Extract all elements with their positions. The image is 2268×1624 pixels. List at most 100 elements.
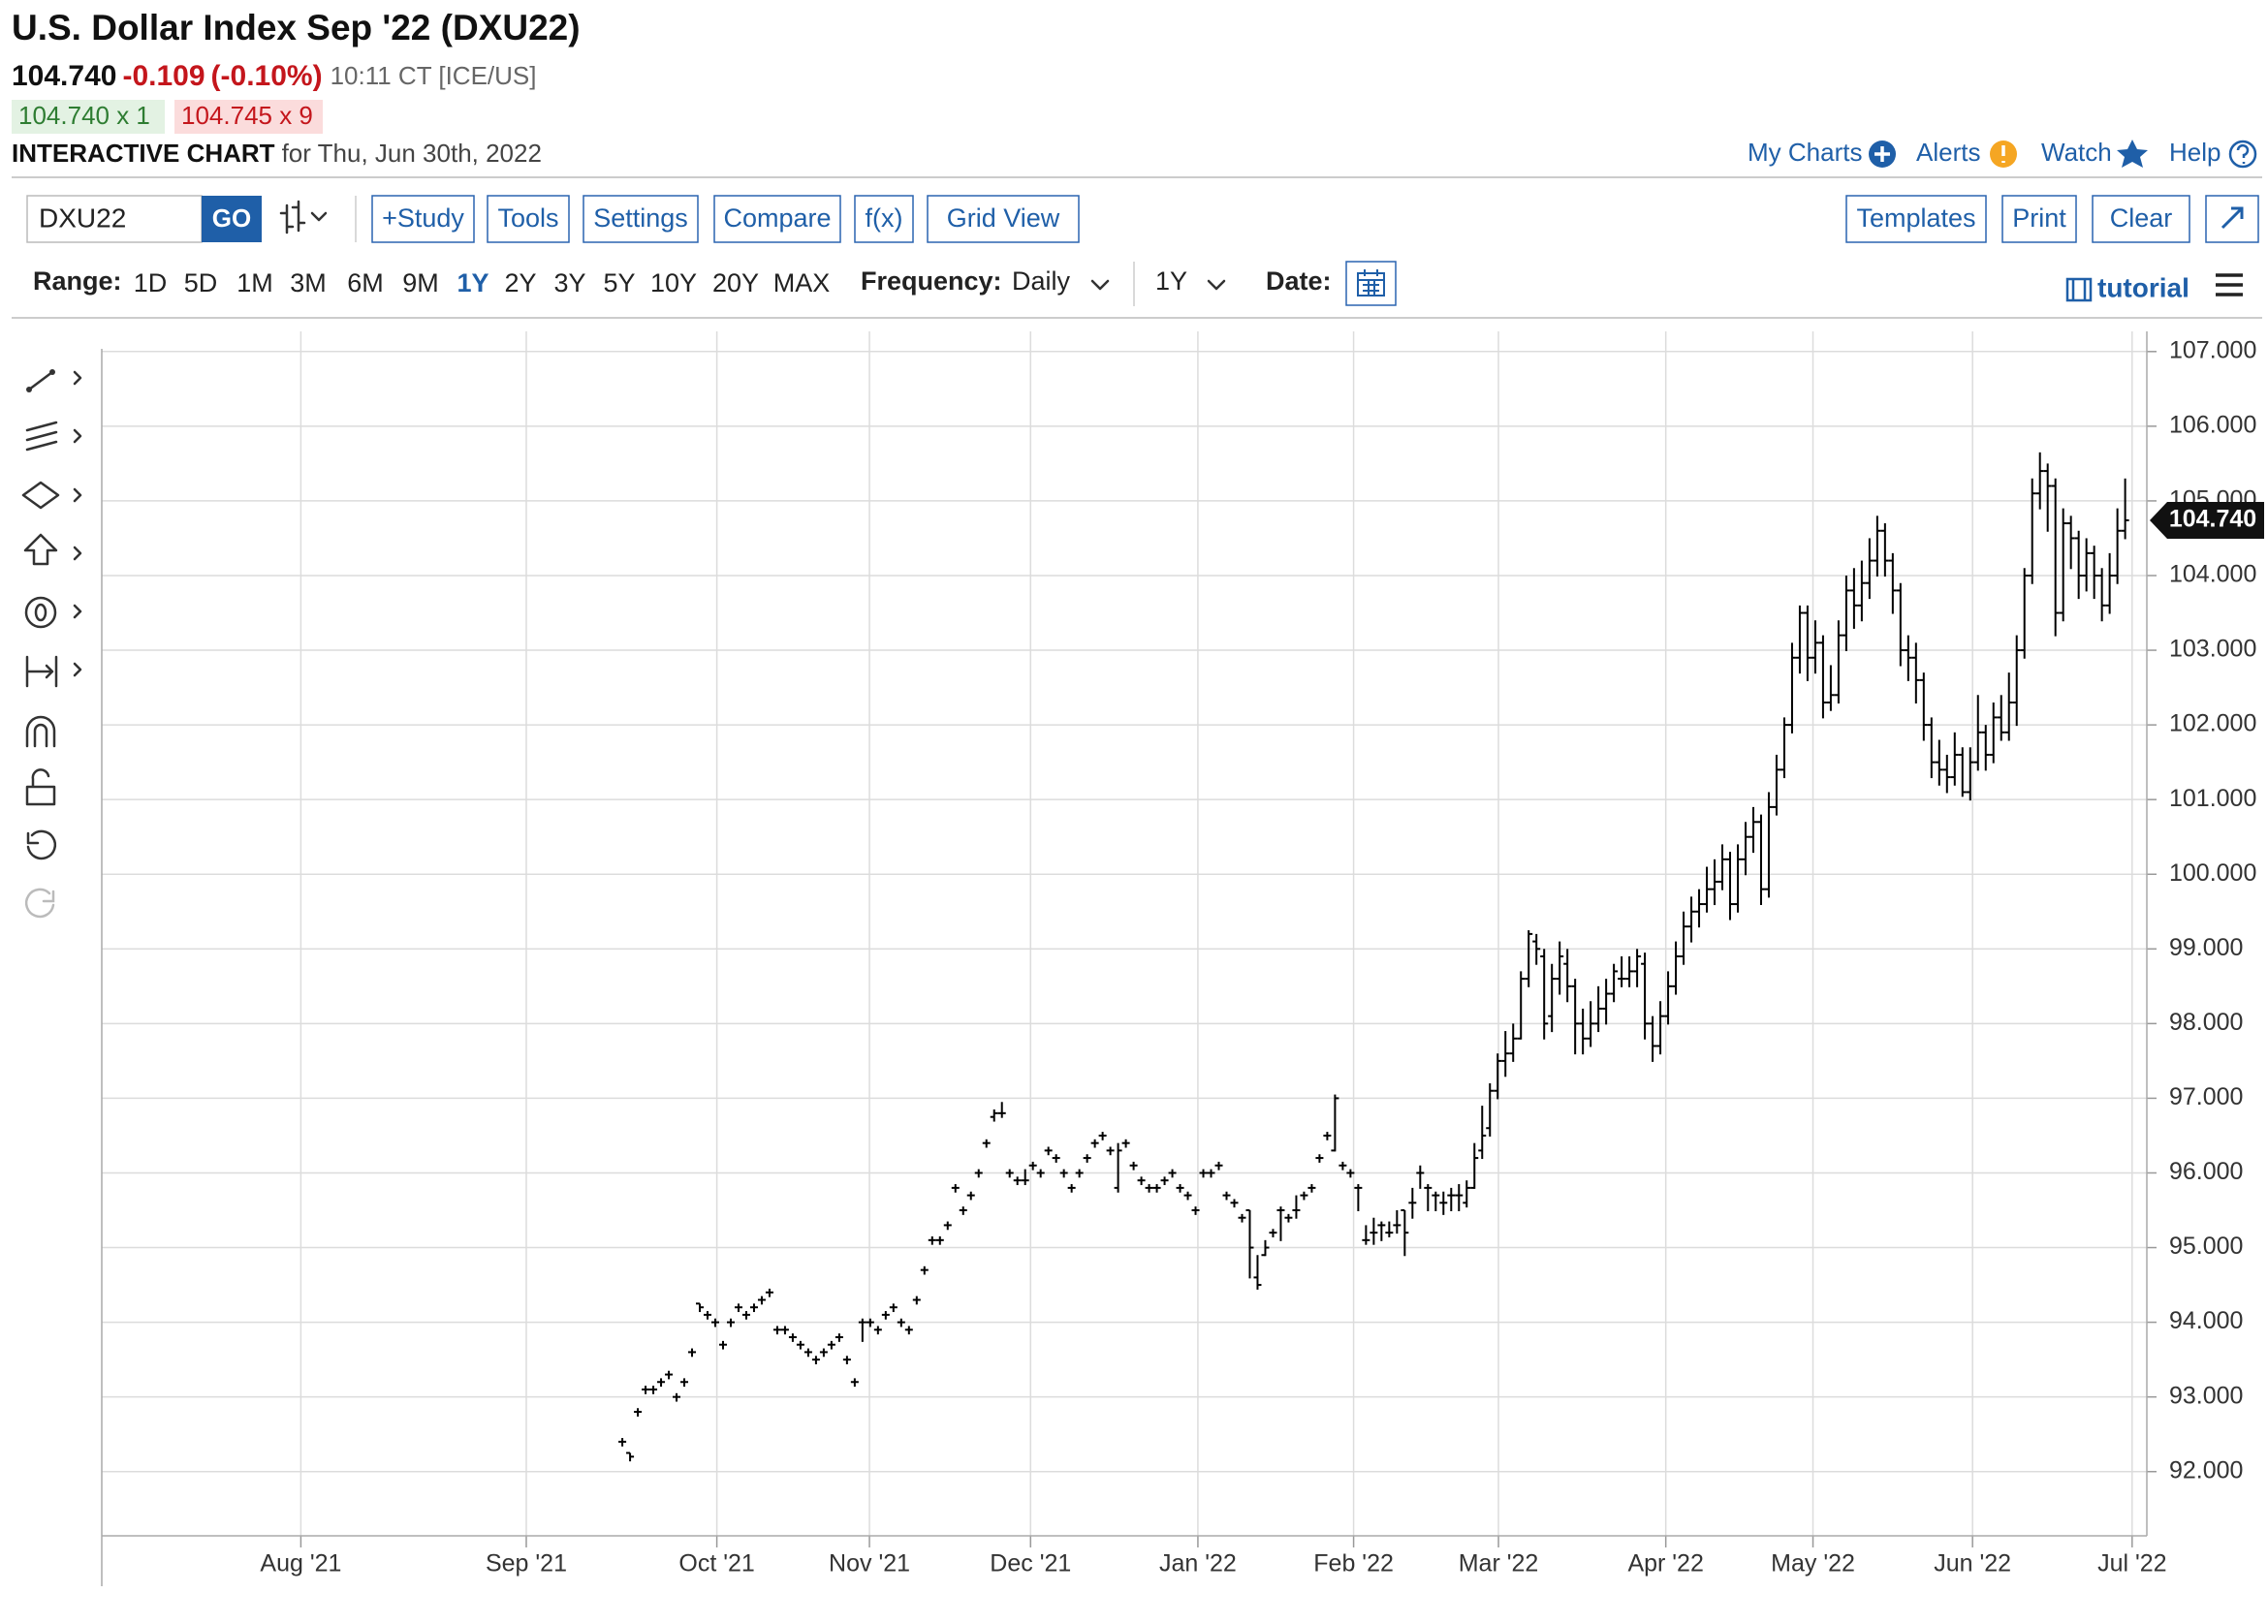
y-tick-label: 92.000 — [2169, 1456, 2243, 1483]
expand-button[interactable] — [2205, 195, 2259, 243]
range-option[interactable]: 3M — [290, 268, 327, 297]
toolbar-button[interactable]: Tools — [487, 195, 570, 243]
range-option[interactable]: 2Y — [504, 268, 536, 297]
range-option[interactable]: 10Y — [650, 268, 697, 297]
header-link[interactable]: Alerts — [1916, 138, 2017, 168]
toolbar-button[interactable]: Grid View — [927, 195, 1080, 243]
button-label: Grid View — [947, 203, 1060, 233]
button-box — [927, 195, 1080, 243]
tool-redo[interactable] — [24, 888, 55, 919]
button-box — [583, 195, 699, 243]
header-link[interactable]: Watch — [2041, 138, 2148, 168]
period-select[interactable]: 1Y — [1155, 266, 1226, 296]
tool-lock[interactable] — [25, 768, 56, 806]
tool-shape[interactable] — [21, 481, 82, 510]
range-option[interactable]: 6M — [347, 268, 384, 297]
toolbar-button[interactable]: Clear — [2092, 195, 2190, 243]
quote-title: U.S. Dollar Index Sep '22 (DXU22) — [12, 8, 581, 47]
y-tick-label: 95.000 — [2169, 1233, 2243, 1260]
toolbar-button[interactable]: f(x) — [854, 195, 914, 243]
x-tick-label: Mar '22 — [1459, 1550, 1539, 1577]
quote-line: 104.740 -0.109 (-0.10%) 10:11 CT [ICE/US] — [12, 60, 536, 92]
chart-label: INTERACTIVE CHART — [12, 139, 275, 168]
x-tick-label: Aug '21 — [260, 1550, 341, 1577]
header-link-label: Watch — [2041, 138, 2112, 167]
range-option[interactable]: MAX — [773, 268, 831, 297]
header-link-label: Alerts — [1916, 138, 1980, 167]
price-change-percent: (-0.10%) — [211, 60, 323, 92]
button-box — [487, 195, 570, 243]
tool-fib[interactable] — [25, 421, 82, 452]
y-tick-label: 94.000 — [2169, 1307, 2243, 1334]
go-button[interactable] — [202, 196, 262, 242]
y-tick-label: 99.000 — [2169, 934, 2243, 961]
date-picker[interactable] — [1345, 261, 1397, 306]
y-tick-label: 96.000 — [2169, 1158, 2243, 1185]
toolbar-button[interactable]: Settings — [583, 195, 699, 243]
date-label: Date: — [1266, 266, 1332, 296]
x-tick-label: May '22 — [1771, 1550, 1855, 1577]
range-option[interactable]: 9M — [402, 268, 439, 297]
y-tick-label: 102.000 — [2169, 710, 2256, 737]
range-option[interactable]: 1M — [236, 268, 273, 297]
range-option[interactable]: 3Y — [553, 268, 585, 297]
tutorial-link[interactable]: tutorial — [2065, 272, 2189, 302]
header-link[interactable]: Help — [2169, 138, 2257, 169]
tool-arrow[interactable] — [23, 533, 82, 566]
symbol-text: DXU22 — [39, 203, 126, 233]
button-label: Templates — [1856, 203, 1975, 233]
button-box — [371, 195, 475, 243]
menu-button[interactable] — [2216, 273, 2243, 297]
x-tick-label: Sep '21 — [486, 1550, 567, 1577]
header-link[interactable]: My Charts — [1748, 138, 1896, 168]
ask: 104.745 x 9 — [181, 101, 313, 130]
button-box — [2092, 195, 2190, 243]
x-tick-label: Feb '22 — [1313, 1550, 1394, 1577]
tool-annotation[interactable] — [24, 596, 82, 629]
price-chart: 92.000 93.000 94.000 95.000 96.000 97.000 98.0… — [101, 331, 2264, 1586]
range-option[interactable]: 20Y — [712, 268, 759, 297]
film-icon — [2065, 277, 2093, 302]
period-value: 1Y — [1155, 266, 1187, 296]
range-options: 1D 5D 1M 3M 6M 9M 1Y 2Y 3Y 5Y 10Y 20Y MAX — [134, 268, 831, 297]
x-tick-label: Jun '22 — [1934, 1550, 2011, 1577]
link-icon — [2117, 140, 2148, 168]
ask-box — [174, 100, 323, 134]
button-label: +Study — [382, 203, 464, 233]
button-box — [2001, 195, 2077, 243]
toolbar-button[interactable]: Templates — [1845, 195, 1987, 243]
x-tick-label: Jan '22 — [1159, 1550, 1237, 1577]
toolbar-button[interactable]: Print — [2001, 195, 2077, 243]
toolbar-button[interactable]: +Study — [371, 195, 475, 243]
range-option[interactable]: 1D — [134, 268, 168, 297]
link-icon — [2228, 140, 2257, 169]
y-tick-label: 101.000 — [2169, 785, 2256, 812]
toolbar-button[interactable]: Compare — [713, 195, 841, 243]
frequency-label: Frequency: — [861, 266, 1002, 296]
tool-line[interactable] — [26, 369, 82, 392]
range-option[interactable]: 5D — [184, 268, 218, 297]
last-price-label: 104.740 — [2169, 506, 2256, 533]
y-tick-label: 93.000 — [2169, 1382, 2243, 1409]
tool-undo[interactable] — [26, 829, 57, 860]
y-tick-label: 98.000 — [2169, 1009, 2243, 1036]
go-label: GO — [212, 203, 251, 233]
frequency-select[interactable]: Daily — [1012, 266, 1110, 296]
bid: 104.740 x 1 — [18, 101, 150, 130]
last-price: 104.740 — [12, 60, 116, 92]
range-option[interactable]: 5Y — [603, 268, 635, 297]
header-link-label: Help — [2169, 138, 2221, 167]
range-option[interactable]: 1Y — [457, 268, 488, 297]
y-tick-label: 107.000 — [2169, 336, 2256, 363]
symbol-input[interactable] — [26, 195, 203, 243]
button-label: Print — [2012, 203, 2066, 233]
chart-type-icon — [279, 200, 328, 234]
toolbar-buttons: +Study Tools Settings Compare f(x) Grid View T… — [371, 195, 2190, 243]
chart-heading: INTERACTIVE CHART for Thu, Jun 30th, 2022 — [12, 139, 542, 168]
button-label: Tools — [497, 203, 558, 233]
tool-magnet[interactable] — [25, 715, 56, 748]
tool-measure[interactable] — [25, 655, 82, 688]
chart-type-selector[interactable] — [279, 200, 328, 234]
